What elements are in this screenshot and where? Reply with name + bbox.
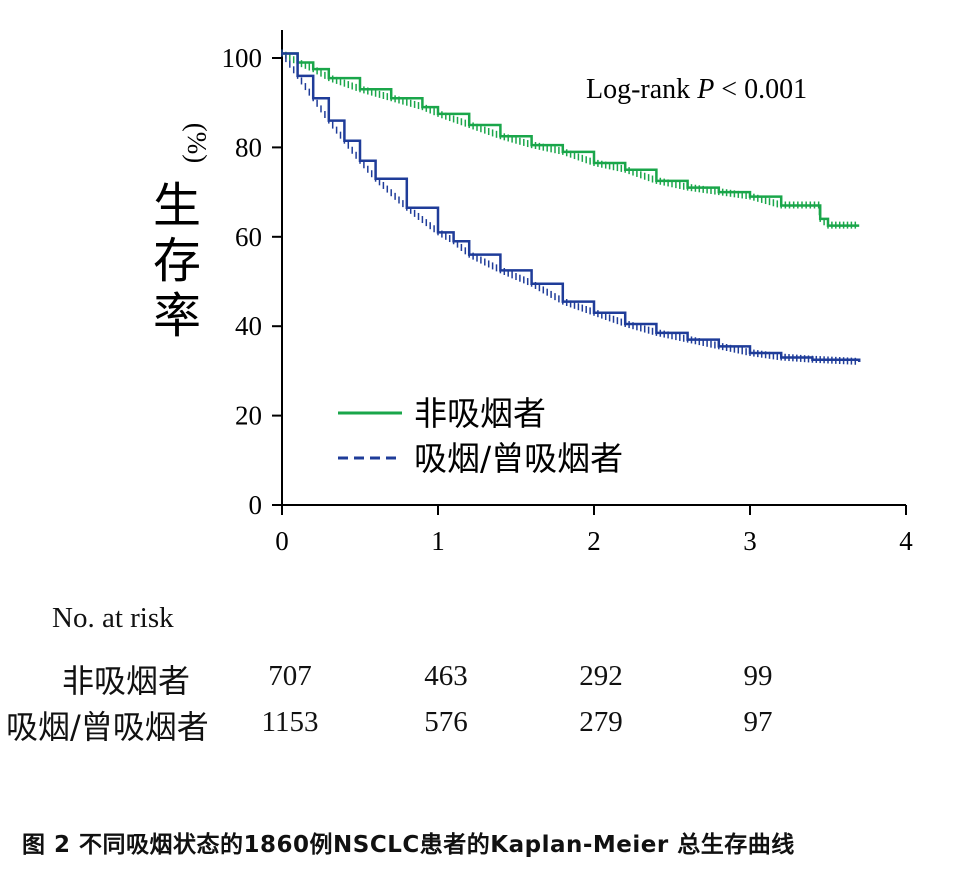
caption-text: 不同吸烟状态的1860例NSCLC患者的Kaplan-Meier 总生存曲线 xyxy=(79,832,795,858)
legend-label-smoker: 吸烟/曾吸烟者 xyxy=(414,439,623,478)
annotation-part: Log-rank xyxy=(586,74,697,105)
risk-value: 97 xyxy=(743,706,773,738)
x-tick-label: 2 xyxy=(587,526,601,556)
y-axis-label-char: 率 xyxy=(153,288,201,344)
x-tick-label: 0 xyxy=(275,526,289,556)
risk-value: 707 xyxy=(268,660,312,692)
survival-chart: 0 20 40 60 80 100 0 1 2 3 4 (%) 生存率 Log-rank P < 0.00… xyxy=(153,30,913,556)
y-tick-label: 0 xyxy=(249,490,263,520)
risk-value: 99 xyxy=(743,660,773,692)
risk-table-title: No. at risk xyxy=(52,602,174,634)
y-tick-label: 60 xyxy=(235,222,262,252)
y-axis-unit: (%) xyxy=(182,123,212,163)
annotation-part: P xyxy=(696,74,714,105)
annotation-part: < 0.001 xyxy=(714,74,807,105)
y-tick-label: 40 xyxy=(235,311,262,341)
y-tick-label: 100 xyxy=(222,43,263,73)
x-tick-label: 3 xyxy=(743,526,757,556)
risk-value: 1153 xyxy=(261,706,319,738)
risk-value: 576 xyxy=(424,706,468,738)
y-tick-label: 80 xyxy=(235,132,262,162)
y-axis-label-char: 生 xyxy=(153,178,201,234)
curve-nonsmoker xyxy=(282,52,860,227)
figure-caption: 图 2 不同吸烟状态的1860例NSCLC患者的Kaplan-Meier 总生存… xyxy=(22,825,795,859)
censor-marks-smoker xyxy=(281,49,857,365)
risk-row-label-smoker: 吸烟/曾吸烟者 xyxy=(6,708,209,746)
x-tick-label: 1 xyxy=(431,526,445,556)
y-tick-label: 20 xyxy=(235,401,262,431)
logrank-annotation: Log-rank P < 0.001 xyxy=(586,74,807,105)
risk-value: 279 xyxy=(579,706,623,738)
censor-marks-nonsmoker xyxy=(281,49,857,229)
legend-label-nonsmoker: 非吸烟者 xyxy=(414,394,546,433)
risk-value: 292 xyxy=(579,660,623,692)
risk-row-label-nonsmoker: 非吸烟者 xyxy=(62,662,191,700)
caption-prefix: 图 2 xyxy=(22,832,80,858)
y-axis-label-char: 存 xyxy=(153,233,201,289)
x-tick-label: 4 xyxy=(899,526,913,556)
risk-value: 463 xyxy=(424,660,468,692)
